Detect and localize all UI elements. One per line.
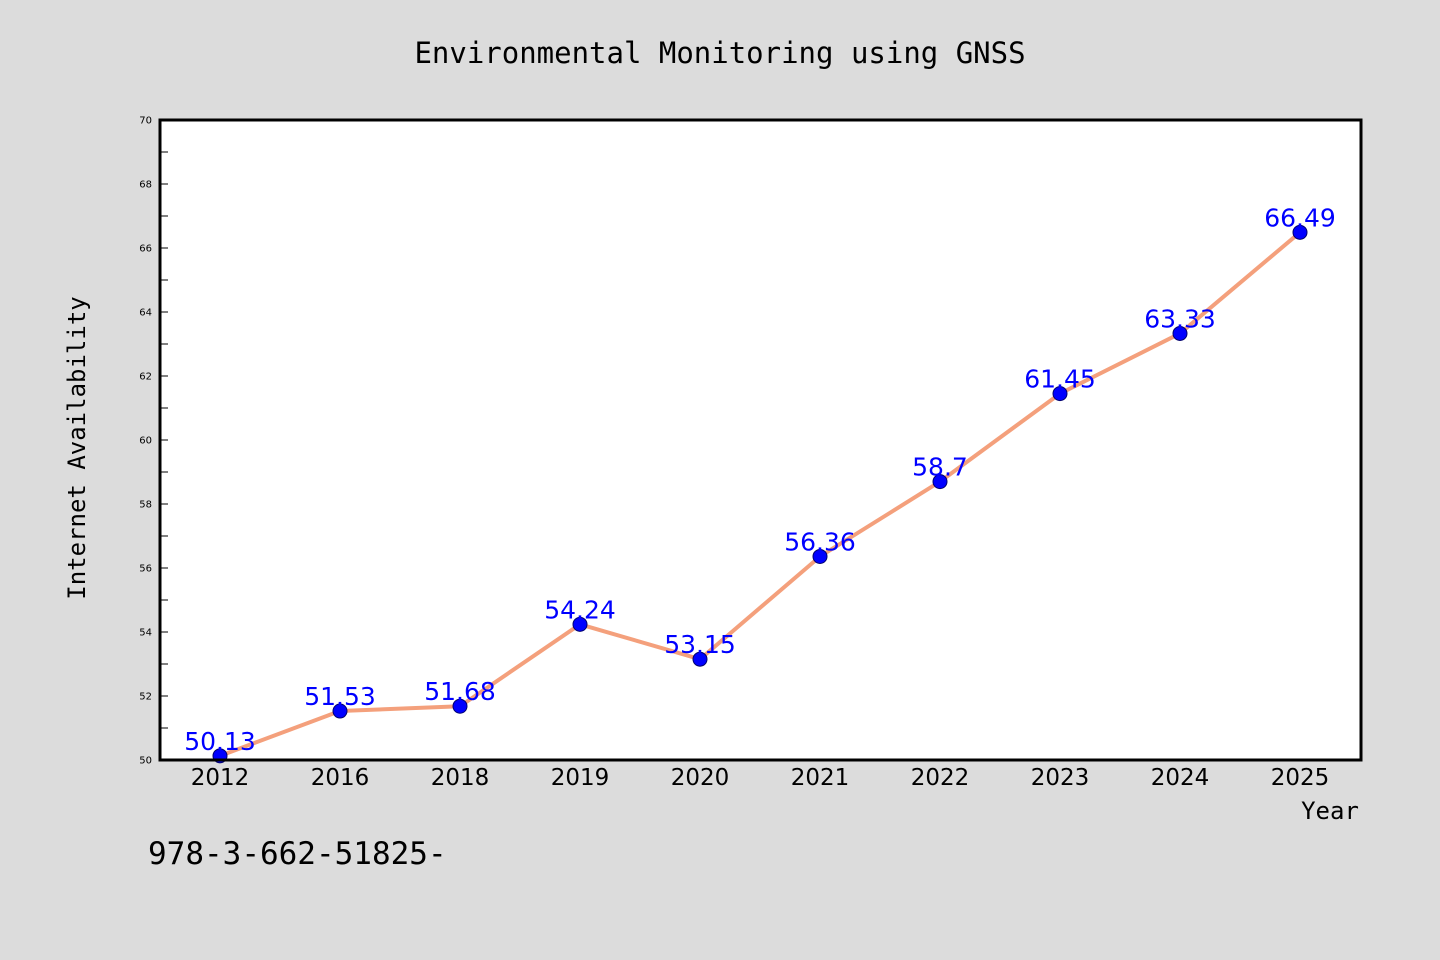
data-point [1052, 386, 1068, 402]
x-axis-label: Year [1301, 797, 1359, 825]
x-tick-label: 2020 [671, 765, 730, 791]
y-tick-label: 62 [139, 372, 152, 383]
x-tick-label: 2021 [791, 765, 850, 791]
data-label: 50.13 [184, 727, 256, 756]
y-tick-label: 58 [139, 500, 152, 511]
x-tick-label: 2018 [431, 765, 490, 791]
y-tick-label: 56 [139, 564, 152, 575]
x-tick-label: 2012 [191, 765, 250, 791]
data-label: 53.15 [664, 630, 736, 659]
data-label: 58.7 [912, 453, 968, 482]
y-tick-label: 64 [139, 308, 152, 319]
x-tick-label: 2025 [1271, 765, 1330, 791]
x-tick-label: 2019 [551, 765, 610, 791]
data-point [932, 474, 948, 490]
y-tick-label: 70 [139, 116, 152, 127]
data-label: 54.24 [544, 595, 616, 624]
data-label: 61.45 [1024, 365, 1096, 394]
y-tick-label: 68 [139, 180, 152, 191]
data-point [572, 616, 588, 632]
x-tick-label: 2024 [1151, 765, 1210, 791]
x-tick-label: 2016 [311, 765, 370, 791]
data-point [812, 548, 828, 564]
x-tick-label: 2023 [1031, 765, 1090, 791]
data-point [692, 651, 708, 667]
y-tick-label: 52 [139, 692, 152, 703]
data-label: 63.33 [1144, 304, 1216, 333]
data-label: 51.68 [424, 677, 496, 706]
footer-isbn: 978-3-662-51825- [148, 836, 447, 872]
data-point [1172, 325, 1188, 341]
data-point [452, 698, 468, 714]
y-tick-label: 66 [139, 244, 152, 255]
y-tick-label: 54 [139, 628, 152, 639]
series-line [219, 230, 1302, 758]
data-label: 56.36 [784, 527, 856, 556]
data-point [1292, 224, 1308, 240]
plot-area [160, 120, 1361, 760]
y-tick-label: 60 [139, 436, 152, 447]
y-tick-label: 50 [139, 756, 152, 767]
data-label: 51.53 [304, 682, 376, 711]
y-axis-label: Internet Availability [63, 296, 91, 599]
data-point [332, 703, 348, 719]
data-label: 66.49 [1264, 203, 1336, 232]
plot-frame [158, 118, 1363, 762]
chart-title: Environmental Monitoring using GNSS [414, 36, 1025, 70]
x-tick-label: 2022 [911, 765, 970, 791]
